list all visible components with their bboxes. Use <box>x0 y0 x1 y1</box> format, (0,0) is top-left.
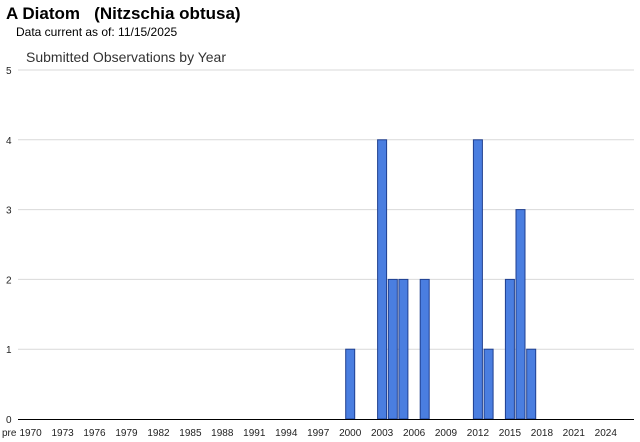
x-tick-label: 1970 <box>19 428 42 439</box>
bar-2015[interactable] <box>504 278 515 420</box>
y-tick-label: 3 <box>6 206 12 217</box>
x-tick-label: pre <box>2 428 17 439</box>
x-tick-label: 1976 <box>83 428 106 439</box>
bar-2017[interactable] <box>526 348 537 420</box>
chart-title: Submitted Observations by Year <box>26 49 227 65</box>
bar-2005[interactable] <box>398 278 409 420</box>
y-tick-label: 5 <box>6 66 12 77</box>
y-tick-label: 4 <box>6 136 12 147</box>
x-tick-label: 1973 <box>51 428 74 439</box>
x-tick-label: 2006 <box>403 428 426 439</box>
y-tick-label: 2 <box>6 275 12 286</box>
x-tick-label: 1997 <box>307 428 330 439</box>
x-tick-label: 2003 <box>371 428 394 439</box>
bar-2016[interactable] <box>515 209 526 420</box>
bar-2012[interactable] <box>472 139 483 420</box>
tick-labels: 0 1 2 3 4 5 pre 1970 1973 1976 1979 1982 1985 1988 199… <box>2 66 617 439</box>
y-tick-label: 1 <box>6 345 12 356</box>
bar-2007[interactable] <box>419 278 430 420</box>
bar-2003[interactable] <box>377 139 388 420</box>
x-tick-label: 1991 <box>243 428 266 439</box>
page-title: A Diatom (Nitzschia obtusa) <box>6 4 241 23</box>
x-tick-label: 2015 <box>499 428 522 439</box>
x-tick-label: 1994 <box>275 428 298 439</box>
x-tick-label: 2009 <box>435 428 458 439</box>
bar-2000[interactable] <box>345 348 356 420</box>
x-tick-label: 2012 <box>467 428 490 439</box>
x-tick-label: 1979 <box>115 428 138 439</box>
bar-2013[interactable] <box>483 348 494 420</box>
x-tick-label: 2018 <box>531 428 554 439</box>
data-current-date: Data current as of: 11/15/2025 <box>16 25 178 39</box>
y-tick-label: 0 <box>6 415 12 426</box>
x-tick-label: 1988 <box>211 428 234 439</box>
grid-lines <box>18 69 634 350</box>
x-tick-label: 2021 <box>563 428 586 439</box>
x-tick-label: 2024 <box>595 428 618 439</box>
x-tick-label: 1985 <box>179 428 202 439</box>
bar-2004[interactable] <box>387 278 398 420</box>
x-tick-label: 1982 <box>147 428 170 439</box>
bars <box>345 139 537 420</box>
x-tick-label: 2000 <box>339 428 362 439</box>
